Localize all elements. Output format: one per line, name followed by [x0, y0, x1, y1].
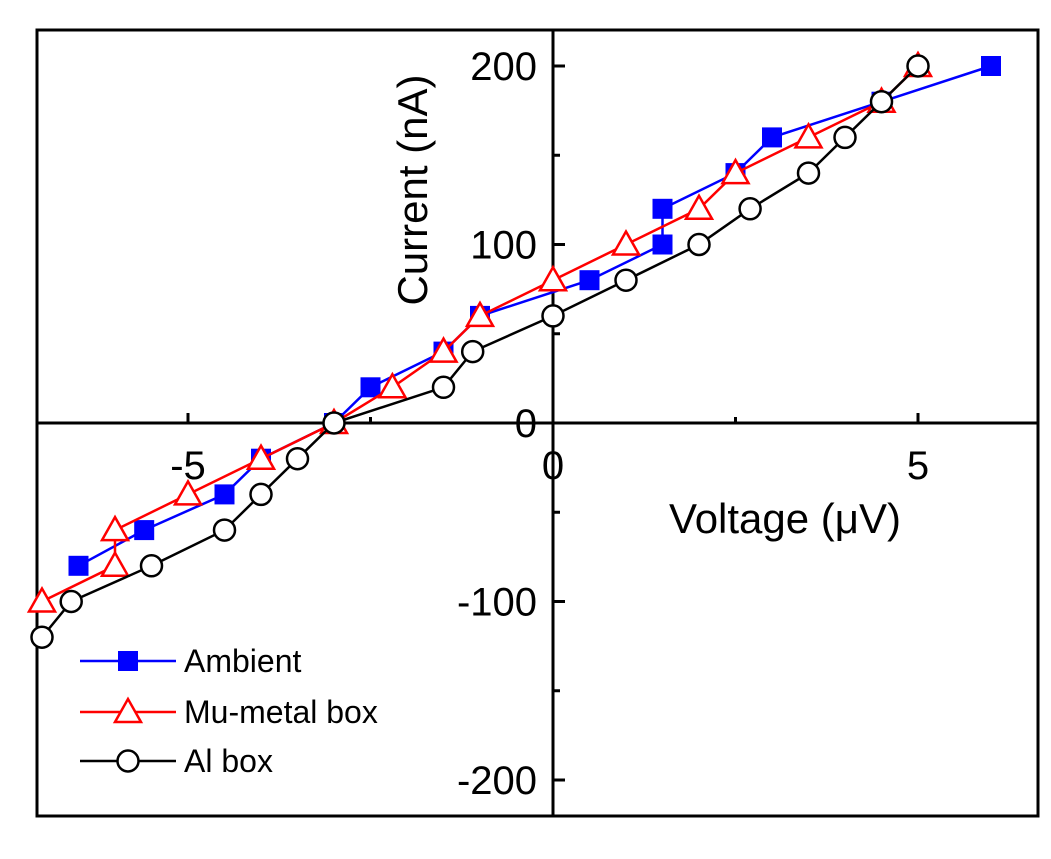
- data-point: [30, 625, 54, 649]
- data-point: [464, 300, 496, 328]
- data-point: [431, 375, 456, 400]
- series-line: [41, 65, 919, 603]
- legend-label: Al box: [184, 743, 273, 779]
- data-point: [99, 550, 131, 578]
- data-point: [833, 125, 857, 150]
- y-axis-title: Current (nA): [389, 74, 436, 305]
- data-point: [687, 232, 711, 257]
- data-point: [322, 411, 346, 435]
- data-point: [59, 589, 83, 614]
- data-point: [214, 484, 235, 505]
- data-point: [793, 121, 824, 149]
- data-point: [906, 54, 930, 78]
- data-point: [172, 478, 204, 506]
- data-point: [541, 304, 565, 328]
- y-tick-label: 100: [470, 224, 537, 268]
- legend-label: Mu-metal box: [184, 694, 378, 730]
- y-tick-label: -200: [457, 759, 537, 803]
- x-tick-label: 5: [907, 444, 929, 488]
- data-point: [139, 554, 164, 578]
- data-point: [579, 270, 600, 291]
- y-tick-label: 0: [515, 402, 537, 446]
- data-point: [377, 371, 408, 399]
- data-point: [869, 89, 894, 114]
- data-point: [134, 520, 155, 541]
- y-tick-label: -100: [457, 581, 537, 625]
- data-point: [610, 228, 642, 256]
- data-point: [460, 339, 485, 364]
- data-point: [652, 234, 673, 255]
- x-tick-label: 0: [542, 444, 564, 488]
- data-point: [26, 585, 58, 613]
- legend-marker: [112, 696, 144, 724]
- data-point: [981, 56, 1001, 76]
- data-point: [720, 157, 751, 185]
- legend: Ambient Mu-metal box Al box: [80, 643, 378, 779]
- data-point: [245, 443, 277, 470]
- data-point: [738, 197, 762, 221]
- data-point: [360, 377, 381, 398]
- data-point: [683, 193, 715, 221]
- data-point: [285, 446, 310, 471]
- y-tick-label: 200: [470, 45, 537, 89]
- series-al-box: [30, 54, 930, 649]
- legend-label: Ambient: [184, 643, 302, 679]
- legend-marker: [118, 651, 138, 671]
- data-point: [762, 127, 782, 148]
- data-point: [68, 555, 89, 576]
- x-axis-title: Voltage (μV): [669, 495, 901, 542]
- tick-marks: [186, 64, 920, 782]
- data-point: [249, 482, 273, 507]
- data-point: [537, 264, 569, 292]
- data-point: [796, 161, 821, 185]
- legend-marker: [116, 749, 140, 773]
- series-layer: [26, 50, 1001, 649]
- legend-item: Mu-metal box: [80, 694, 378, 730]
- data-point: [99, 514, 131, 542]
- data-point: [652, 198, 673, 219]
- data-point: [428, 336, 459, 363]
- data-point: [614, 268, 638, 292]
- legend-item: Al box: [80, 743, 273, 779]
- data-point: [212, 518, 237, 542]
- legend-item: Ambient: [80, 643, 302, 679]
